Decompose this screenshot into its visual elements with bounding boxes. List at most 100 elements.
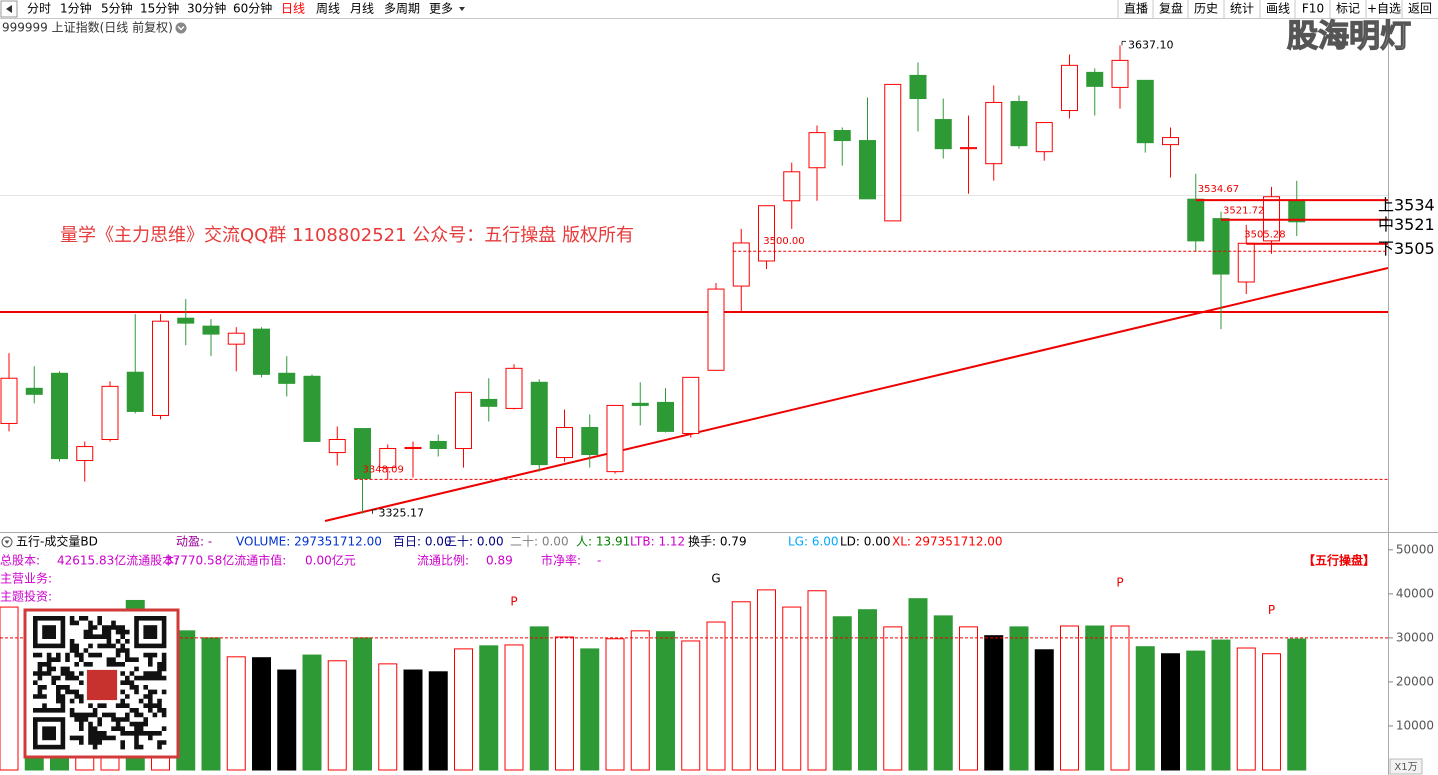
volume-bar [984,635,1004,771]
candle-body [379,448,397,469]
toolbar-button[interactable]: 统计 [1230,2,1254,16]
candle-body [631,402,649,406]
volume-bar [403,669,423,771]
volume-bar [580,648,600,771]
indicator-value: 换手: 0.79 [688,535,747,549]
volume-bar [1211,639,1231,771]
volume-bar [1135,646,1155,771]
title-dropdown[interactable] [175,22,187,34]
level-label: 上3534 [1378,196,1435,215]
candle-body [0,377,18,424]
candle-body [429,440,447,450]
indicator-value: LG: 6.00 [788,535,839,549]
toolbar-button[interactable]: 返回 [1408,2,1432,16]
indicator-value: 二十: 0.00 [510,535,569,549]
candle-body [934,119,952,150]
volume-bar [479,645,499,771]
toolbar-tab[interactable]: 15分钟 [140,1,179,16]
candle-body [530,381,548,466]
candle-body [960,147,977,150]
signal-marker: P [1268,603,1275,617]
candle-body [1111,59,1129,88]
volume-bar [302,654,322,771]
volume-bar [681,640,701,771]
candle-body [682,376,700,435]
unit-box [1389,758,1423,775]
qr-code [23,608,180,759]
signal-marker: P [510,594,517,608]
volume-bar [252,657,271,771]
toolbar-tab[interactable]: 60分钟 [233,1,272,16]
candle-body [328,439,346,454]
y-tick-label: 50000 [1396,542,1434,556]
volume-bar [883,626,903,771]
stock-info: 37770.58亿流通市值: [165,553,286,568]
volume-bar [605,638,625,771]
level-label: 下3505 [1378,239,1435,258]
dashed-level-label: 3500.00 [763,236,804,247]
volume-bar [504,644,524,771]
toolbar-button[interactable]: 直播 [1124,2,1148,16]
candle-body [354,428,371,480]
toolbar-tab[interactable]: 分时 [27,2,51,16]
toolbar-tab[interactable]: 月线 [350,2,374,16]
annotation-pointer [1121,40,1126,46]
volume-bar [428,671,448,771]
indicator-menu-icon [4,540,10,544]
candle-body [1010,101,1028,147]
volume-bar [1236,647,1256,771]
candle-body [783,171,801,202]
indicator-value: LD: 0.00 [840,535,891,549]
toolbar-button[interactable]: 复盘 [1159,1,1183,16]
volume-bar [933,615,953,771]
more-caret [459,7,465,11]
stock-info: 流通比例: [417,554,469,568]
annotation: 3325.17 [379,507,425,520]
volume-bar [858,609,877,771]
y-tick-label: 40000 [1396,586,1434,600]
candle-body [202,325,220,335]
candle-body [126,371,144,412]
theme-label: 主题投资: [0,589,52,604]
candle-body [909,74,927,100]
dashed-level-label: 3348.09 [363,464,404,475]
volume-bar [1262,653,1281,771]
toolbar-button[interactable]: 画线 [1266,2,1290,16]
y-tick-label: 30000 [1396,630,1434,644]
stock-info: 总股本: [0,554,40,568]
annotation-pointer [372,509,377,514]
banner: 量学《主力思维》交流QQ群 1108802521 公众号：五行操盘 版权所有 [60,225,634,246]
toolbar-button[interactable]: +自选 [1367,2,1401,16]
stock-info: - [597,554,601,568]
candle-body [177,317,195,324]
volume-bar [226,656,246,771]
toolbar-tab[interactable]: 周线 [316,2,340,16]
candle-body [884,83,902,222]
toolbar-button[interactable]: F10 [1302,2,1324,16]
candle-body [25,387,43,395]
candle-body [227,332,245,345]
volume-bar [807,590,827,771]
toolbar-button[interactable]: 历史 [1194,2,1218,16]
volume-bar [908,598,928,771]
candle-body [1162,137,1179,146]
volume-bar [757,589,776,771]
toolbar-tab[interactable]: 日线 [281,2,305,16]
annotation: 3534.67 [1198,184,1239,195]
toolbar-tab[interactable]: 多周期 [384,2,420,16]
toolbar-button[interactable]: 标记 [1336,2,1360,16]
qr-finder-core [143,625,158,639]
toolbar-tab[interactable]: 更多 [429,2,453,16]
candle-body [51,372,68,460]
volume-bar [529,626,549,771]
toolbar-tab[interactable]: 1分钟 [60,1,92,16]
unit-label: X1万 [1394,762,1417,773]
candle-body [808,132,826,169]
toolbar-tab[interactable]: 5分钟 [101,1,133,16]
candle-body [985,101,1003,165]
toolbar-tab[interactable]: 30分钟 [187,1,226,16]
qr-finder [33,616,66,649]
volume-bar [201,637,221,771]
